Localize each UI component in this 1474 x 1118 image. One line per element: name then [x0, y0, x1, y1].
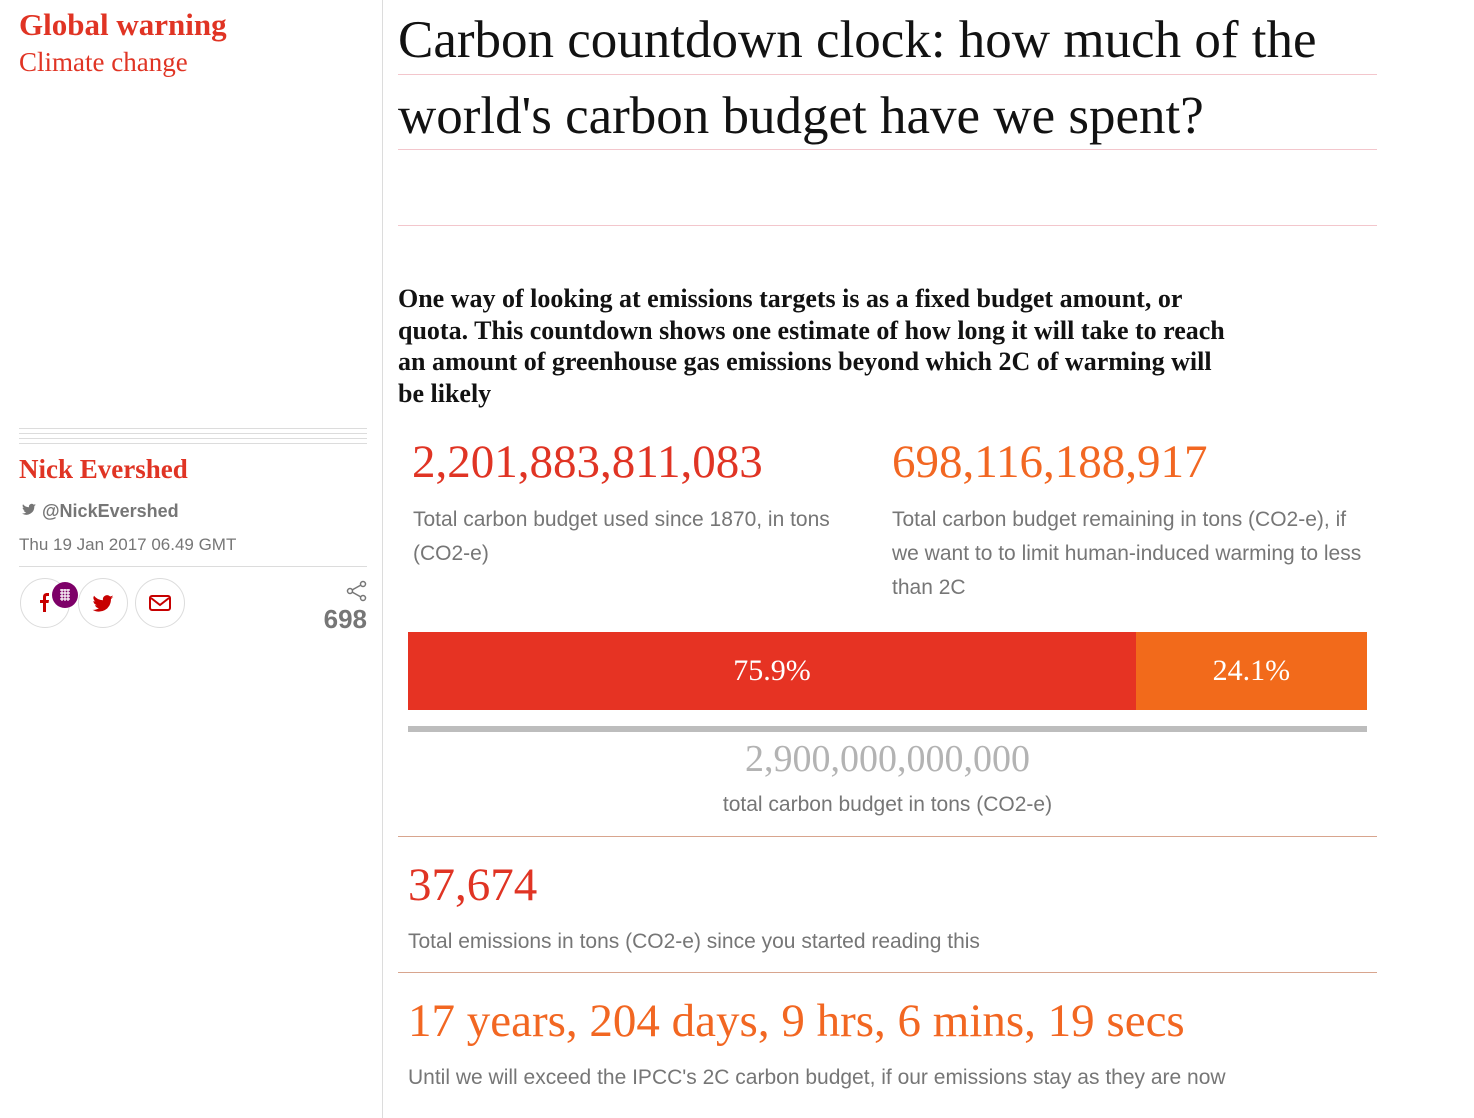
- budget-remaining-value: 698,116,188,917: [892, 436, 1208, 488]
- total-budget-value: 2,900,000,000,000: [745, 738, 1030, 780]
- twitter-share[interactable]: [78, 578, 128, 628]
- standfirst: One way of looking at emissions targets …: [398, 284, 1225, 408]
- headline: Carbon countdown clock: how much of the …: [398, 11, 1317, 145]
- twitter-share-icon: [92, 595, 114, 612]
- rule: [19, 566, 367, 567]
- series-link[interactable]: Global warning: [19, 7, 227, 42]
- share-icon: [346, 580, 367, 602]
- budget-used-caption: Total carbon budget used since 1870, in …: [413, 508, 830, 565]
- headline-rule: [398, 74, 1377, 75]
- budget-remaining-caption: Total carbon budget remaining in tons (C…: [892, 508, 1362, 599]
- facebook-icon: [40, 593, 49, 612]
- since-reading-value: 37,674: [408, 859, 538, 911]
- bar-segment: 24.1%: [1135, 632, 1367, 710]
- countdown-value: 17 years, 204 days, 9 hrs, 6 mins, 19 se…: [408, 995, 1185, 1047]
- since-reading-caption: Total emissions in tons (CO2-e) since yo…: [408, 930, 980, 953]
- headline-rule: [398, 225, 1377, 226]
- bar-segment-label: 75.9%: [733, 654, 811, 687]
- bar-baseline: [408, 726, 1367, 732]
- badge-icon: [60, 589, 70, 601]
- budget-bar: 75.9% 24.1%: [408, 632, 1367, 710]
- share-count: 698: [323, 604, 367, 634]
- column-divider: [382, 0, 383, 1118]
- budget-used-value: 2,201,883,811,083: [412, 436, 763, 488]
- author[interactable]: Nick Evershed: [19, 454, 188, 484]
- byline-rules: [19, 428, 367, 446]
- headline-rule: [398, 149, 1377, 150]
- section-link[interactable]: Climate change: [19, 47, 188, 77]
- publish-date: Thu 19 Jan 2017 06.49 GMT: [19, 535, 237, 554]
- email-icon: [149, 595, 171, 611]
- bar-segment: 75.9%: [408, 632, 1136, 710]
- email-share[interactable]: [135, 578, 185, 628]
- bar-segment-label: 24.1%: [1212, 654, 1291, 687]
- total-budget-caption: total carbon budget in tons (CO2-e): [722, 793, 1053, 816]
- badge: [52, 582, 78, 608]
- section-rule: [398, 836, 1377, 837]
- twitter-handle[interactable]: @NickEvershed: [42, 501, 179, 521]
- twitter-icon: [22, 503, 36, 515]
- countdown-caption: Until we will exceed the IPCC's 2C carbo…: [408, 1066, 1226, 1089]
- section-rule: [398, 972, 1377, 973]
